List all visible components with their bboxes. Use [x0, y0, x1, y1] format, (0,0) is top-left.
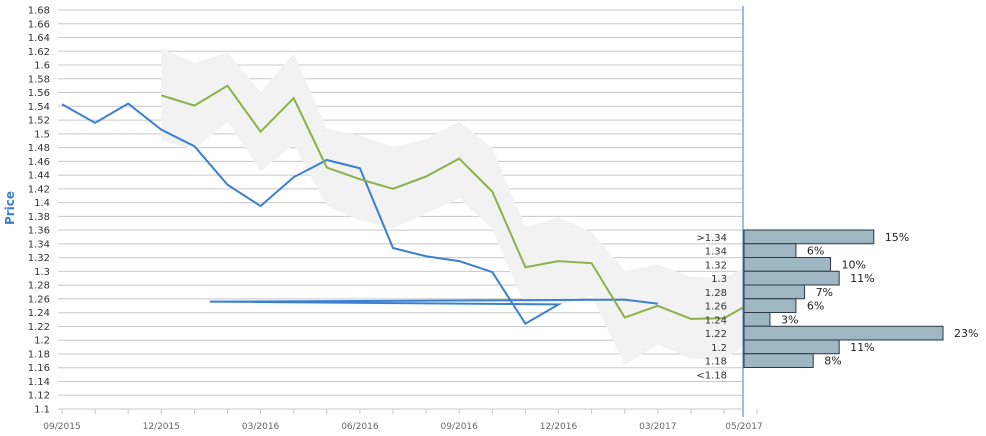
histogram-bar [743, 229, 875, 245]
bin-percent: 23% [954, 327, 978, 340]
histogram-bar [743, 257, 832, 272]
bin-label: 1.32 [705, 260, 727, 271]
bin-percent: 10% [842, 258, 866, 271]
bin-label: 1.26 [705, 302, 727, 313]
distribution-histogram: >1.34 15% 1.34 6% 1.32 10% 1.3 11% 1.28 7% 1.26 6% 1… [696, 229, 978, 381]
histogram-bar [743, 243, 797, 258]
y-tick-label: 1.12 [28, 391, 50, 402]
x-tick-label: 12/2015 [143, 422, 180, 432]
historical-line [61, 102, 658, 326]
bin-percent: 8% [824, 355, 841, 368]
y-tick-label: 1.66 [28, 19, 50, 30]
histogram-bar [743, 298, 797, 313]
y-tick-label: 1.18 [28, 349, 50, 360]
y-tick-label: 1.32 [28, 253, 50, 264]
bin-label: >1.34 [696, 233, 727, 244]
y-tick-label: 1.3 [34, 267, 50, 278]
x-tick-label: 12/2016 [540, 422, 578, 432]
x-axis: 09/2015 12/2015 03/2016 06/2016 09/2016 12/20… [43, 409, 763, 432]
series-lines [61, 84, 757, 326]
bin-label: 1.3 [711, 274, 727, 285]
y-tick-label: 1.26 [28, 294, 50, 305]
y-tick-label: 1.24 [28, 308, 50, 319]
forecast-line [161, 84, 757, 320]
histogram-bar [743, 270, 840, 286]
bin-percent: 11% [850, 272, 874, 285]
y-tick-label: 1.34 [28, 239, 50, 250]
bin-label: 1.28 [705, 288, 727, 299]
y-tick-label: 1.58 [28, 74, 50, 85]
y-tick-label: 1.22 [28, 322, 50, 333]
y-tick-label: 1.48 [28, 143, 50, 154]
histogram-bar [743, 325, 944, 341]
y-tick-label: 1.14 [28, 377, 50, 388]
histogram-bar [743, 312, 771, 327]
y-tick-label: 1.4 [34, 198, 50, 209]
x-tick-label: 09/2016 [441, 422, 479, 432]
bin-label: 1.24 [705, 315, 727, 326]
forecast-band [161, 47, 756, 365]
bin-percent: 15% [885, 231, 909, 244]
y-axis-label: Price [3, 191, 17, 225]
bin-label: 1.2 [711, 343, 727, 354]
y-tick-label: 1.54 [28, 102, 50, 113]
y-tick-label: 1.46 [28, 157, 50, 168]
bin-label: 1.34 [705, 247, 727, 258]
y-tick-label: 1.38 [28, 212, 50, 223]
y-tick-label: 1.36 [28, 226, 50, 237]
confidence-band [161, 47, 756, 365]
x-tick-label: 05/2017 [725, 422, 762, 432]
y-tick-label: 1.1 [34, 405, 50, 416]
y-tick-label: 1.44 [28, 171, 50, 182]
bin-percent: 6% [807, 300, 824, 313]
y-tick-label: 1.2 [34, 336, 50, 347]
x-tick-label: 09/2015 [43, 422, 80, 432]
y-tick-label: 1.42 [28, 184, 50, 195]
histogram-bar [743, 339, 840, 355]
histogram-bar [743, 284, 806, 300]
histogram-bar [743, 353, 814, 368]
y-axis: 1.1 1.12 1.14 1.16 1.18 1.2 1.22 1.24 1.26 1.28 1.… [28, 6, 744, 417]
y-tick-label: 1.64 [28, 33, 50, 44]
y-tick-label: 1.68 [28, 6, 50, 17]
bin-percent: 7% [816, 286, 833, 299]
bin-percent: 6% [807, 245, 824, 258]
y-tick-label: 1.16 [28, 363, 50, 374]
y-tick-label: 1.52 [28, 116, 50, 127]
bin-label: 1.22 [705, 329, 727, 340]
bin-label: <1.18 [696, 370, 727, 381]
bin-percent: 3% [781, 313, 798, 326]
y-tick-label: 1.56 [28, 88, 50, 99]
bin-percent: 11% [850, 341, 874, 354]
x-tick-label: 03/2016 [242, 422, 280, 432]
y-tick-label: 1.28 [28, 281, 50, 292]
y-tick-label: 1.5 [34, 129, 50, 140]
x-tick-label: 03/2017 [639, 422, 676, 432]
y-tick-label: 1.6 [34, 61, 50, 72]
y-tick-label: 1.62 [28, 47, 50, 58]
x-tick-label: 06/2016 [341, 422, 379, 432]
bin-label: 1.18 [705, 357, 727, 368]
